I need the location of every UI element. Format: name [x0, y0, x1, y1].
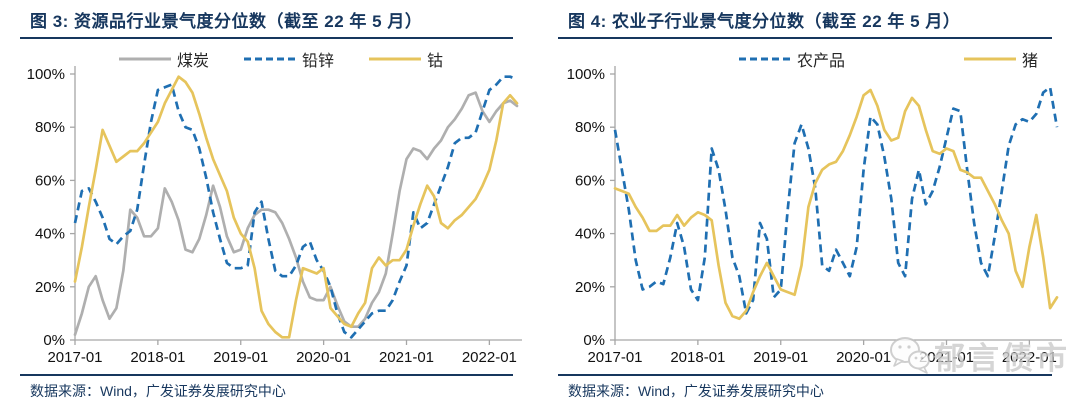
legend-swatch	[739, 57, 791, 61]
x-tick-label: 2019-01	[753, 349, 808, 366]
x-tick-label: 2021-01	[919, 349, 974, 366]
x-tick-label: 2020-01	[296, 349, 351, 366]
legend-label: 猪	[1022, 53, 1039, 70]
y-tick-label: 40%	[35, 226, 65, 243]
x-tick-label: 2019-01	[213, 349, 268, 366]
series-line-铅锌	[73, 75, 518, 339]
legend-swatch	[369, 57, 422, 61]
figure3-title: 图 3: 资源品行业景气度分位数（截至 22 年 5 月）	[30, 12, 423, 31]
y-tick-label: 20%	[35, 279, 65, 296]
x-tick-label: 2018-01	[670, 349, 725, 366]
legend-item-钴: 钴	[368, 47, 443, 71]
y-tick-label: 60%	[575, 172, 605, 189]
series-line-农产品	[613, 85, 1059, 315]
x-tick-label: 2017-01	[47, 349, 102, 366]
legend-label: 钴	[427, 53, 444, 70]
x-tick-label: 2022-01	[1002, 349, 1057, 366]
figure4-title-rule	[558, 37, 1052, 39]
figure3-title-rule	[20, 37, 513, 39]
legend-swatch	[119, 57, 171, 61]
y-tick-label: 80%	[575, 119, 605, 136]
x-tick-label: 2018-01	[130, 349, 185, 366]
figure3-bottom-rule	[20, 374, 513, 376]
y-tick-label: 100%	[567, 66, 605, 83]
legend-label: 铅锌	[302, 53, 335, 70]
y-tick-label: 60%	[35, 172, 65, 189]
legend-label: 农产品	[797, 53, 846, 70]
x-tick-label: 2017-01	[587, 349, 642, 366]
series-line-猪	[613, 88, 1059, 321]
y-tick-label: 0%	[583, 332, 605, 349]
legend-item-煤炭: 煤炭	[118, 47, 209, 71]
figure4-bottom-rule	[558, 374, 1052, 376]
legend-item-铅锌: 铅锌	[243, 47, 334, 71]
y-tick-label: 20%	[575, 279, 605, 296]
x-tick-label: 2021-01	[379, 349, 434, 366]
figure3-source-note: 数据来源：Wind，广发证券发展研究中心	[30, 383, 286, 399]
series-line-钴	[73, 75, 519, 339]
y-tick-label: 80%	[35, 119, 65, 136]
legend-label: 煤炭	[177, 53, 210, 70]
y-tick-label: 100%	[27, 66, 65, 83]
legend-swatch	[964, 57, 1017, 61]
legend-swatch	[244, 57, 297, 61]
figure4-legend: 农产品 猪	[738, 47, 1038, 71]
legend-item-农产品: 农产品	[738, 47, 845, 71]
figure3-legend: 煤炭 铅锌 钴	[118, 47, 443, 71]
x-tick-label: 2022-01	[462, 349, 517, 366]
figure3-chart: 0% 20% 40% 60% 80% 100% 2017-01 2018-01 2019-01 2…	[27, 66, 522, 366]
figure4-title: 图 4: 农业子行业景气度分位数（截至 22 年 5 月）	[568, 12, 961, 31]
y-tick-label: 0%	[43, 332, 65, 349]
series-line-煤炭	[73, 91, 519, 337]
figure4-source-note: 数据来源：Wind，广发证券发展研究中心	[568, 383, 824, 399]
figure4-chart: 0% 20% 40% 60% 80% 100% 2017-01 2018-01 2019-01 2…	[567, 66, 1062, 366]
x-tick-label: 2020-01	[836, 349, 891, 366]
y-tick-label: 40%	[575, 226, 605, 243]
legend-item-猪: 猪	[963, 47, 1038, 71]
